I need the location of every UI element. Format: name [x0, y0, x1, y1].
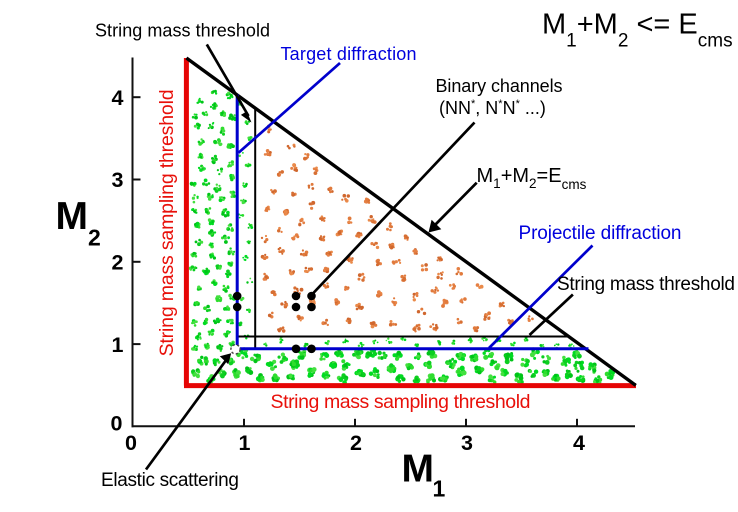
svg-text:0: 0 [125, 431, 137, 455]
svg-text:3: 3 [461, 431, 473, 455]
svg-text:Target diffraction: Target diffraction [281, 44, 417, 64]
svg-text:3: 3 [112, 168, 124, 192]
svg-text:M1+M2 <= Ecms: M1+M2 <= Ecms [542, 9, 733, 52]
svg-text:Projectile diffraction: Projectile diffraction [519, 223, 682, 244]
svg-text:2: 2 [112, 251, 124, 275]
svg-text:0: 0 [111, 412, 123, 436]
svg-text:Binary channels: Binary channels [436, 76, 563, 96]
svg-text:4: 4 [573, 431, 585, 455]
svg-text:2: 2 [350, 431, 362, 455]
svg-text:M1+M2=Ecms: M1+M2=Ecms [477, 165, 587, 192]
svg-text:M: M [402, 448, 435, 491]
svg-text:2: 2 [88, 225, 101, 251]
svg-text:(NN*, N*N* ...): (NN*, N*N* ...) [439, 98, 546, 118]
svg-text:String mass sampling threshold: String mass sampling threshold [156, 89, 178, 356]
svg-text:1: 1 [112, 333, 124, 357]
svg-text:1: 1 [433, 475, 446, 501]
svg-text:Elastic scattering: Elastic scattering [101, 470, 239, 491]
svg-text:String mass threshold: String mass threshold [95, 21, 270, 41]
svg-text:String mass threshold: String mass threshold [557, 274, 735, 295]
svg-text:4: 4 [112, 86, 124, 110]
svg-text:M: M [56, 195, 89, 238]
svg-text:1: 1 [239, 431, 251, 455]
svg-text:String mass sampling threshold: String mass sampling threshold [271, 391, 531, 413]
